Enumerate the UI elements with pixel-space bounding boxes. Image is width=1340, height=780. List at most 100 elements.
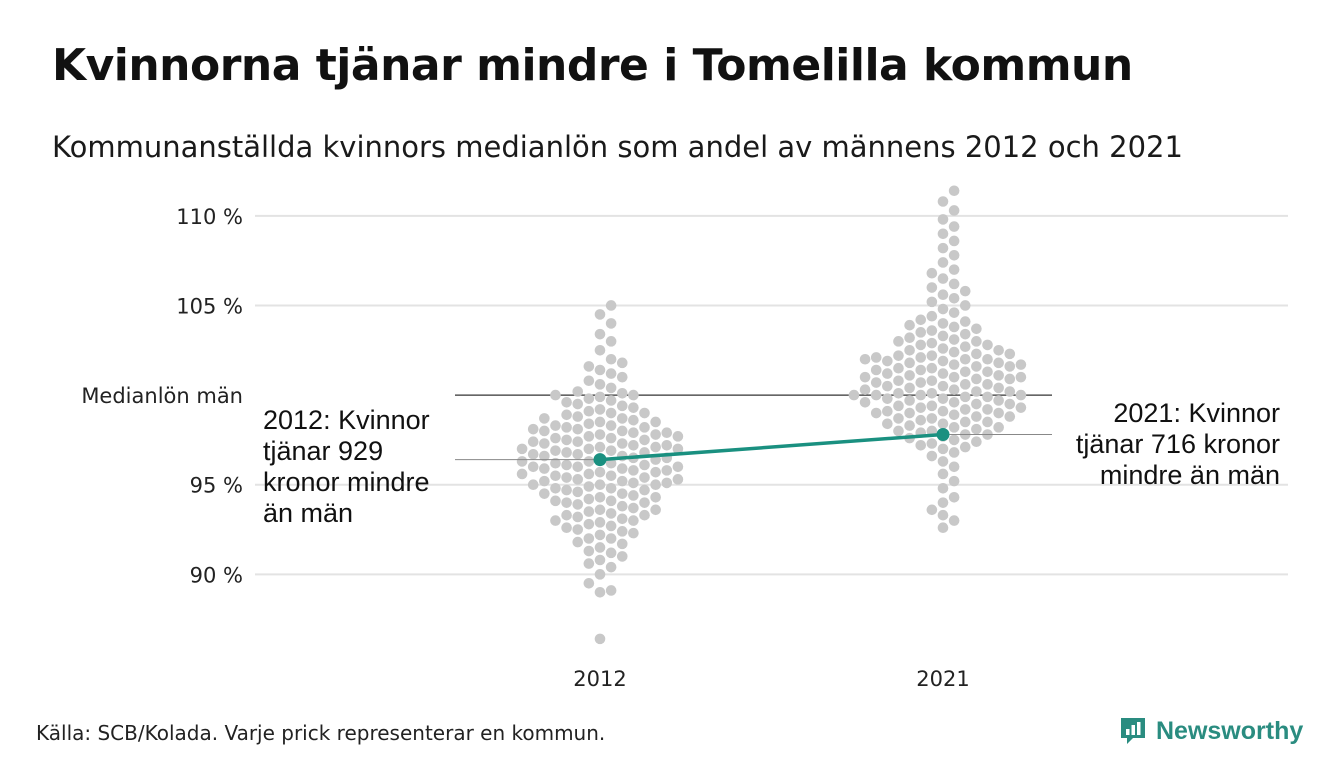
- municipality-dot: [904, 344, 915, 356]
- municipality-dot: [539, 450, 550, 462]
- y-tick-label: 105 %: [176, 294, 243, 318]
- municipality-dot: [948, 359, 960, 370]
- municipality-dot: [926, 282, 938, 293]
- municipality-dot: [959, 300, 971, 311]
- municipality-dot: [583, 481, 595, 492]
- municipality-dot: [904, 407, 915, 419]
- municipality-dot: [516, 443, 528, 455]
- municipality-dot: [893, 336, 904, 347]
- municipality-dot: [583, 545, 595, 557]
- municipality-dot: [937, 522, 949, 534]
- municipality-dot: [616, 526, 628, 537]
- municipality-dot: [527, 423, 539, 435]
- municipality-dot: [859, 371, 871, 383]
- municipality-dots: [516, 185, 1027, 645]
- municipality-dot: [882, 418, 893, 430]
- municipality-dot: [971, 348, 982, 360]
- municipality-dot: [572, 448, 584, 460]
- municipality-dot: [937, 483, 949, 494]
- municipality-dot: [550, 445, 561, 456]
- municipality-dot: [937, 509, 949, 521]
- municipality-dot: [572, 474, 584, 485]
- x-axis-ticks: 2012 2021: [573, 667, 969, 691]
- municipality-dot: [616, 413, 628, 424]
- municipality-dot: [583, 375, 595, 387]
- municipality-dot: [616, 488, 628, 499]
- municipality-dot: [628, 389, 639, 401]
- annotation-line: kronor mindre: [263, 467, 430, 497]
- municipality-dot: [639, 509, 650, 521]
- y-tick-label: 90 %: [190, 563, 243, 587]
- municipality-dot: [926, 296, 938, 308]
- municipality-dot: [948, 475, 960, 487]
- municipality-dot: [605, 420, 617, 431]
- municipality-dot: [583, 533, 595, 544]
- municipality-dot: [937, 273, 949, 284]
- municipality-dot: [594, 491, 606, 503]
- municipality-dot: [971, 423, 982, 435]
- municipality-dot: [594, 328, 606, 340]
- municipality-dot: [605, 585, 617, 596]
- municipality-dot: [915, 314, 927, 326]
- municipality-dot: [1004, 411, 1016, 422]
- municipality-dot: [605, 353, 617, 365]
- municipality-dot: [948, 434, 960, 446]
- municipality-dot: [605, 318, 617, 329]
- municipality-dot: [539, 488, 550, 499]
- municipality-dot: [583, 405, 595, 417]
- municipality-dot: [915, 402, 927, 413]
- municipality-dot: [915, 339, 927, 351]
- municipality-dot: [926, 267, 938, 279]
- municipality-dot: [605, 547, 617, 559]
- municipality-dot: [550, 457, 561, 469]
- municipality-dot: [971, 361, 982, 372]
- municipality-dot: [639, 434, 650, 446]
- municipality-dot: [650, 429, 661, 440]
- annotation-line: tjänar 929: [263, 436, 383, 466]
- municipality-dot: [628, 490, 639, 501]
- municipality-dot: [572, 499, 584, 510]
- municipality-dot: [616, 400, 628, 412]
- municipality-dot: [926, 325, 938, 336]
- municipality-dot: [926, 375, 938, 387]
- municipality-dot: [926, 438, 938, 449]
- municipality-dot: [904, 319, 915, 331]
- municipality-dot: [583, 468, 595, 480]
- municipality-dot: [893, 350, 904, 361]
- municipality-dot: [948, 422, 960, 433]
- municipality-dot: [937, 355, 949, 367]
- municipality-dot: [583, 578, 595, 589]
- municipality-dot: [937, 330, 949, 342]
- municipality-dot: [959, 341, 971, 352]
- municipality-dot: [561, 409, 572, 421]
- annotation-line: mindre än män: [1100, 460, 1280, 490]
- municipality-dot: [948, 185, 960, 197]
- municipality-dot: [527, 461, 539, 473]
- municipality-dot: [937, 405, 949, 417]
- municipality-dot: [672, 443, 684, 455]
- municipality-dot: [605, 382, 617, 394]
- municipality-dot: [594, 466, 606, 478]
- municipality-dot: [937, 214, 949, 225]
- annotation-line: än män: [263, 498, 353, 528]
- municipality-dot: [550, 515, 561, 526]
- chart-title: Kvinnorna tjänar mindre i Tomelilla komm…: [52, 40, 1133, 91]
- municipality-dot: [993, 344, 1004, 356]
- beeswarm-chart: 90 % 95 % 105 % 110 % Medianlön män 2012: K…: [81, 185, 1288, 691]
- annotation-line: 2021: Kvinnor: [1113, 398, 1280, 428]
- municipality-dot: [561, 497, 572, 508]
- municipality-dot: [971, 373, 982, 385]
- municipality-dot: [971, 386, 982, 397]
- municipality-dot: [948, 293, 960, 304]
- municipality-dot: [848, 389, 860, 401]
- municipality-dot: [982, 379, 993, 390]
- municipality-dot: [904, 332, 915, 344]
- municipality-dot: [937, 497, 949, 508]
- municipality-dot: [882, 405, 893, 417]
- municipality-dot: [616, 463, 628, 474]
- municipality-dot: [959, 404, 971, 415]
- highlight-series: [593, 428, 950, 467]
- municipality-dot: [594, 379, 606, 390]
- municipality-dot: [583, 361, 595, 372]
- brand-name: Newsworthy: [1156, 716, 1304, 745]
